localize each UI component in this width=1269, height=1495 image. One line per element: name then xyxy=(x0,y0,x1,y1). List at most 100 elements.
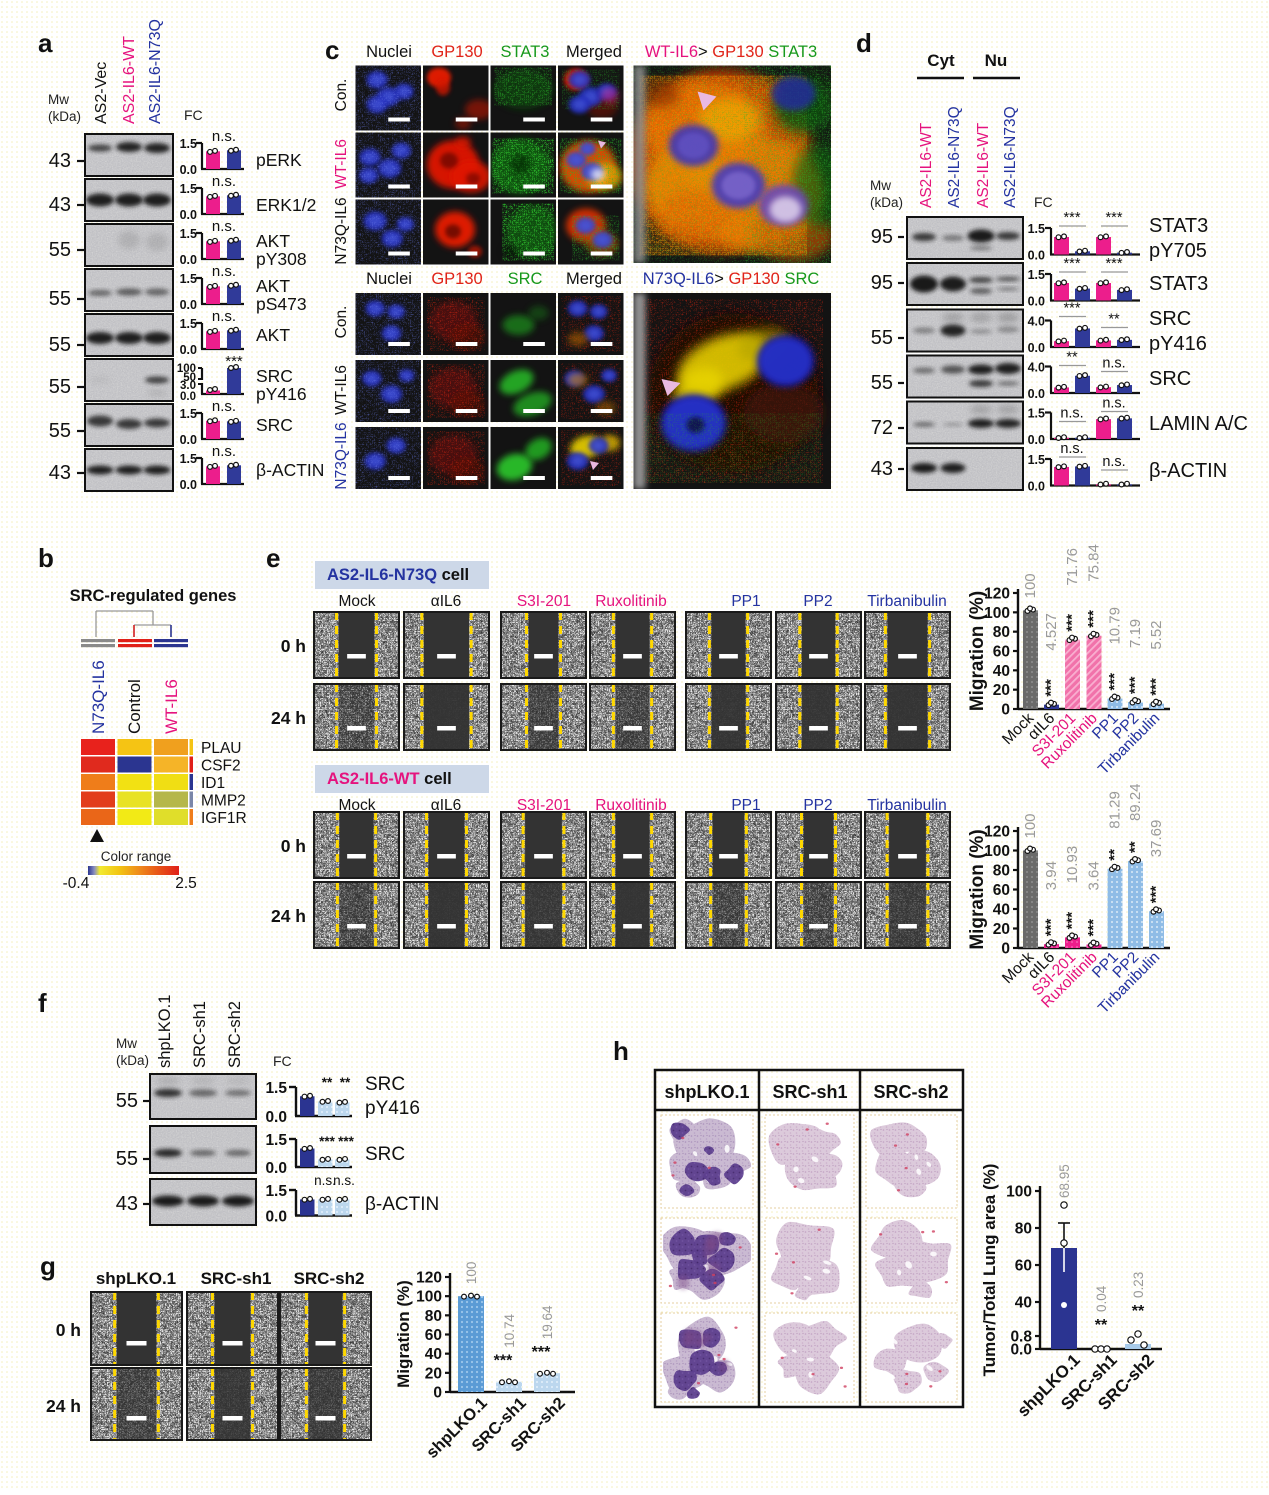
svg-text:n.s.: n.s. xyxy=(212,308,236,325)
svg-text:***: *** xyxy=(1085,610,1102,628)
svg-text:0.0: 0.0 xyxy=(1028,433,1045,447)
svg-text:120: 120 xyxy=(416,1270,442,1287)
svg-text:0.0: 0.0 xyxy=(1028,480,1045,494)
svg-text:GP130: GP130 xyxy=(431,43,482,61)
svg-text:SRC: SRC xyxy=(365,1144,405,1165)
svg-text:55: 55 xyxy=(871,372,893,394)
svg-text:75.84: 75.84 xyxy=(1086,544,1103,582)
svg-text:β-ACTIN: β-ACTIN xyxy=(256,460,324,480)
svg-text:Mock: Mock xyxy=(338,593,375,610)
svg-text:43: 43 xyxy=(871,458,893,480)
svg-text:WT-IL6: WT-IL6 xyxy=(333,365,350,415)
svg-text:1.5: 1.5 xyxy=(1028,453,1045,467)
svg-text:PP2: PP2 xyxy=(803,593,832,610)
svg-text:***: *** xyxy=(1148,886,1165,904)
svg-text:0: 0 xyxy=(1001,702,1010,719)
svg-text:a: a xyxy=(38,28,53,58)
svg-text:Ruxolitinib: Ruxolitinib xyxy=(595,593,667,610)
svg-text:Mw: Mw xyxy=(870,178,891,193)
svg-text:Mw: Mw xyxy=(116,1036,137,1051)
svg-text:PP2: PP2 xyxy=(803,797,832,814)
svg-text:43: 43 xyxy=(116,1193,138,1215)
svg-text:0.0: 0.0 xyxy=(180,478,197,492)
svg-text:55: 55 xyxy=(116,1090,138,1112)
svg-text:AKT: AKT xyxy=(256,231,290,251)
svg-text:40: 40 xyxy=(993,663,1010,680)
svg-text:80: 80 xyxy=(993,624,1010,641)
svg-text:FC: FC xyxy=(1034,194,1053,210)
svg-text:72: 72 xyxy=(871,417,893,439)
svg-text:0.0: 0.0 xyxy=(1010,1342,1032,1359)
svg-text:1.5: 1.5 xyxy=(265,1080,287,1097)
svg-text:***: *** xyxy=(1106,673,1123,691)
svg-text:1.5: 1.5 xyxy=(180,137,197,151)
svg-text:3.64: 3.64 xyxy=(1086,861,1103,890)
svg-text:PLAU: PLAU xyxy=(201,740,242,757)
svg-text:0: 0 xyxy=(433,1385,442,1402)
svg-text:S3I-201: S3I-201 xyxy=(517,593,571,610)
svg-text:n.s.: n.s. xyxy=(1060,406,1083,422)
svg-text:STAT3: STAT3 xyxy=(1149,215,1208,237)
svg-text:N73Q-IL6: N73Q-IL6 xyxy=(89,660,108,734)
svg-text:Migration (%): Migration (%) xyxy=(967,591,988,711)
svg-text:pERK: pERK xyxy=(256,150,302,170)
svg-text:AS2-IL6-WT: AS2-IL6-WT xyxy=(121,36,138,124)
svg-text:**: ** xyxy=(1106,849,1123,861)
svg-text:Migration (%): Migration (%) xyxy=(394,1280,413,1388)
svg-text:ERK1/2: ERK1/2 xyxy=(256,195,316,215)
svg-text:1.5: 1.5 xyxy=(180,227,197,241)
svg-text:pY416: pY416 xyxy=(365,1098,420,1119)
svg-text:100: 100 xyxy=(1006,1184,1032,1201)
svg-text:1.5: 1.5 xyxy=(1028,222,1045,236)
svg-text:n.s.: n.s. xyxy=(212,128,236,145)
svg-text:24 h: 24 h xyxy=(271,906,306,926)
svg-text:AS2-IL6-WT: AS2-IL6-WT xyxy=(918,122,935,208)
svg-text:100: 100 xyxy=(984,605,1010,622)
svg-text:Nuclei: Nuclei xyxy=(366,270,412,288)
svg-text:SRC: SRC xyxy=(256,415,293,435)
svg-text:43: 43 xyxy=(49,462,71,484)
svg-text:IGF1R: IGF1R xyxy=(201,810,247,827)
svg-text:Migration (%): Migration (%) xyxy=(967,829,988,949)
svg-text:100: 100 xyxy=(464,1262,479,1285)
svg-text:Mw: Mw xyxy=(48,92,69,107)
svg-text:SRC-sh2: SRC-sh2 xyxy=(226,1001,244,1068)
svg-text:AS2-IL6-N73Q: AS2-IL6-N73Q xyxy=(147,19,164,124)
svg-text:1.5: 1.5 xyxy=(265,1132,287,1149)
svg-text:Merged: Merged xyxy=(566,43,622,61)
svg-text:Merged: Merged xyxy=(566,270,622,288)
svg-text:pY416: pY416 xyxy=(1149,333,1207,355)
svg-text:Tirbanibulin: Tirbanibulin xyxy=(867,797,947,814)
svg-text:0.0: 0.0 xyxy=(180,208,197,222)
svg-text:pY705: pY705 xyxy=(1149,240,1207,262)
svg-text:***: *** xyxy=(1064,912,1081,930)
svg-text:55: 55 xyxy=(49,239,71,261)
svg-text:WT-IL6: WT-IL6 xyxy=(162,679,181,734)
svg-text:SRC: SRC xyxy=(1149,368,1191,390)
svg-text:95: 95 xyxy=(871,272,893,294)
svg-text:40: 40 xyxy=(1015,1295,1032,1312)
svg-text:SRC: SRC xyxy=(508,270,543,288)
svg-text:***: *** xyxy=(1148,678,1165,696)
svg-text:g: g xyxy=(40,1251,56,1281)
svg-text:0.0: 0.0 xyxy=(265,1160,287,1177)
svg-text:100: 100 xyxy=(1022,573,1039,598)
svg-text:***: *** xyxy=(1064,301,1081,317)
svg-text:n.s.: n.s. xyxy=(212,263,236,280)
svg-text:β-ACTIN: β-ACTIN xyxy=(1149,460,1227,482)
svg-text:0.23: 0.23 xyxy=(1131,1272,1146,1298)
svg-text:19.64: 19.64 xyxy=(540,1305,555,1339)
svg-text:***: *** xyxy=(225,353,243,370)
svg-text:***: *** xyxy=(1043,919,1060,937)
svg-text:20: 20 xyxy=(993,921,1010,938)
svg-text:1.5: 1.5 xyxy=(1028,268,1045,282)
svg-text:SRC-sh1: SRC-sh1 xyxy=(191,1001,209,1068)
svg-text:SRC-sh2: SRC-sh2 xyxy=(873,1082,948,1102)
svg-text:0.8: 0.8 xyxy=(1010,1329,1032,1346)
svg-text:1.5: 1.5 xyxy=(180,272,197,286)
svg-text:shpLKO.1: shpLKO.1 xyxy=(664,1082,749,1102)
svg-text:b: b xyxy=(38,543,54,573)
svg-text:1.5: 1.5 xyxy=(180,407,197,421)
svg-text:100: 100 xyxy=(1022,813,1039,838)
svg-text:Con.: Con. xyxy=(333,79,350,112)
